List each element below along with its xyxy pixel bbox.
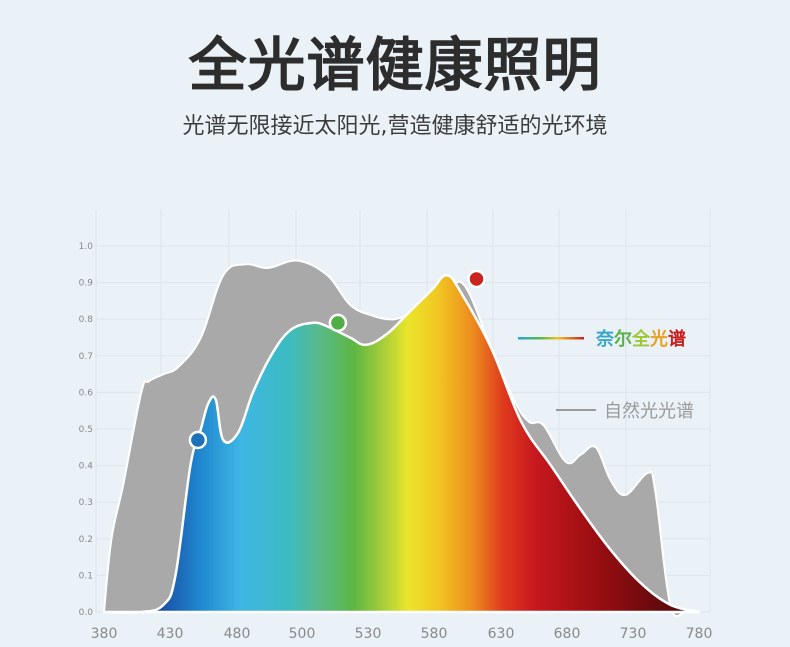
y-tick-label: 0.7 bbox=[79, 352, 93, 362]
peak-marker bbox=[328, 313, 348, 333]
x-tick-label: 530 bbox=[355, 626, 382, 642]
x-tick-label: 480 bbox=[224, 626, 251, 642]
x-tick-label: 630 bbox=[488, 626, 515, 642]
peak-marker bbox=[467, 269, 486, 289]
y-tick-label: 0.1 bbox=[79, 571, 93, 581]
x-tick-label: 500 bbox=[289, 626, 316, 642]
x-tick-label: 580 bbox=[421, 626, 448, 642]
x-tick-label: 780 bbox=[686, 626, 713, 642]
markers bbox=[188, 269, 486, 450]
axes: 0.0 0.1 0.2 0.3 0.4 0.5 0.6 0.7 0.8 0.9 1.0 380 430 4… bbox=[79, 242, 713, 642]
page-title: 全光谱健康照明 bbox=[188, 31, 602, 99]
peak-marker bbox=[188, 430, 208, 450]
y-tick-label: 0.6 bbox=[79, 388, 94, 398]
y-tick-label: 0.0 bbox=[79, 608, 94, 618]
y-tick-label: 0.4 bbox=[79, 462, 94, 472]
x-tick-label: 430 bbox=[157, 626, 184, 642]
page-subtitle: 光谱无限接近太阳光,营造健康舒适的光环境 bbox=[182, 114, 608, 139]
y-tick-label: 1.0 bbox=[79, 242, 94, 252]
y-tick-label: 0.3 bbox=[79, 498, 93, 508]
legend-line-full-spectrum bbox=[518, 337, 584, 340]
x-tick-label: 380 bbox=[91, 626, 118, 642]
legend-label-natural: 自然光光谱 bbox=[604, 401, 694, 422]
y-tick-label: 0.9 bbox=[79, 279, 94, 289]
y-tick-label: 0.5 bbox=[79, 425, 93, 435]
y-tick-label: 0.2 bbox=[79, 535, 93, 545]
legend-label-full-spectrum: 奈尔全光谱 bbox=[595, 328, 686, 350]
x-tick-label: 680 bbox=[554, 626, 581, 642]
y-tick-label: 0.8 bbox=[79, 315, 94, 325]
x-tick-label: 730 bbox=[620, 626, 647, 642]
